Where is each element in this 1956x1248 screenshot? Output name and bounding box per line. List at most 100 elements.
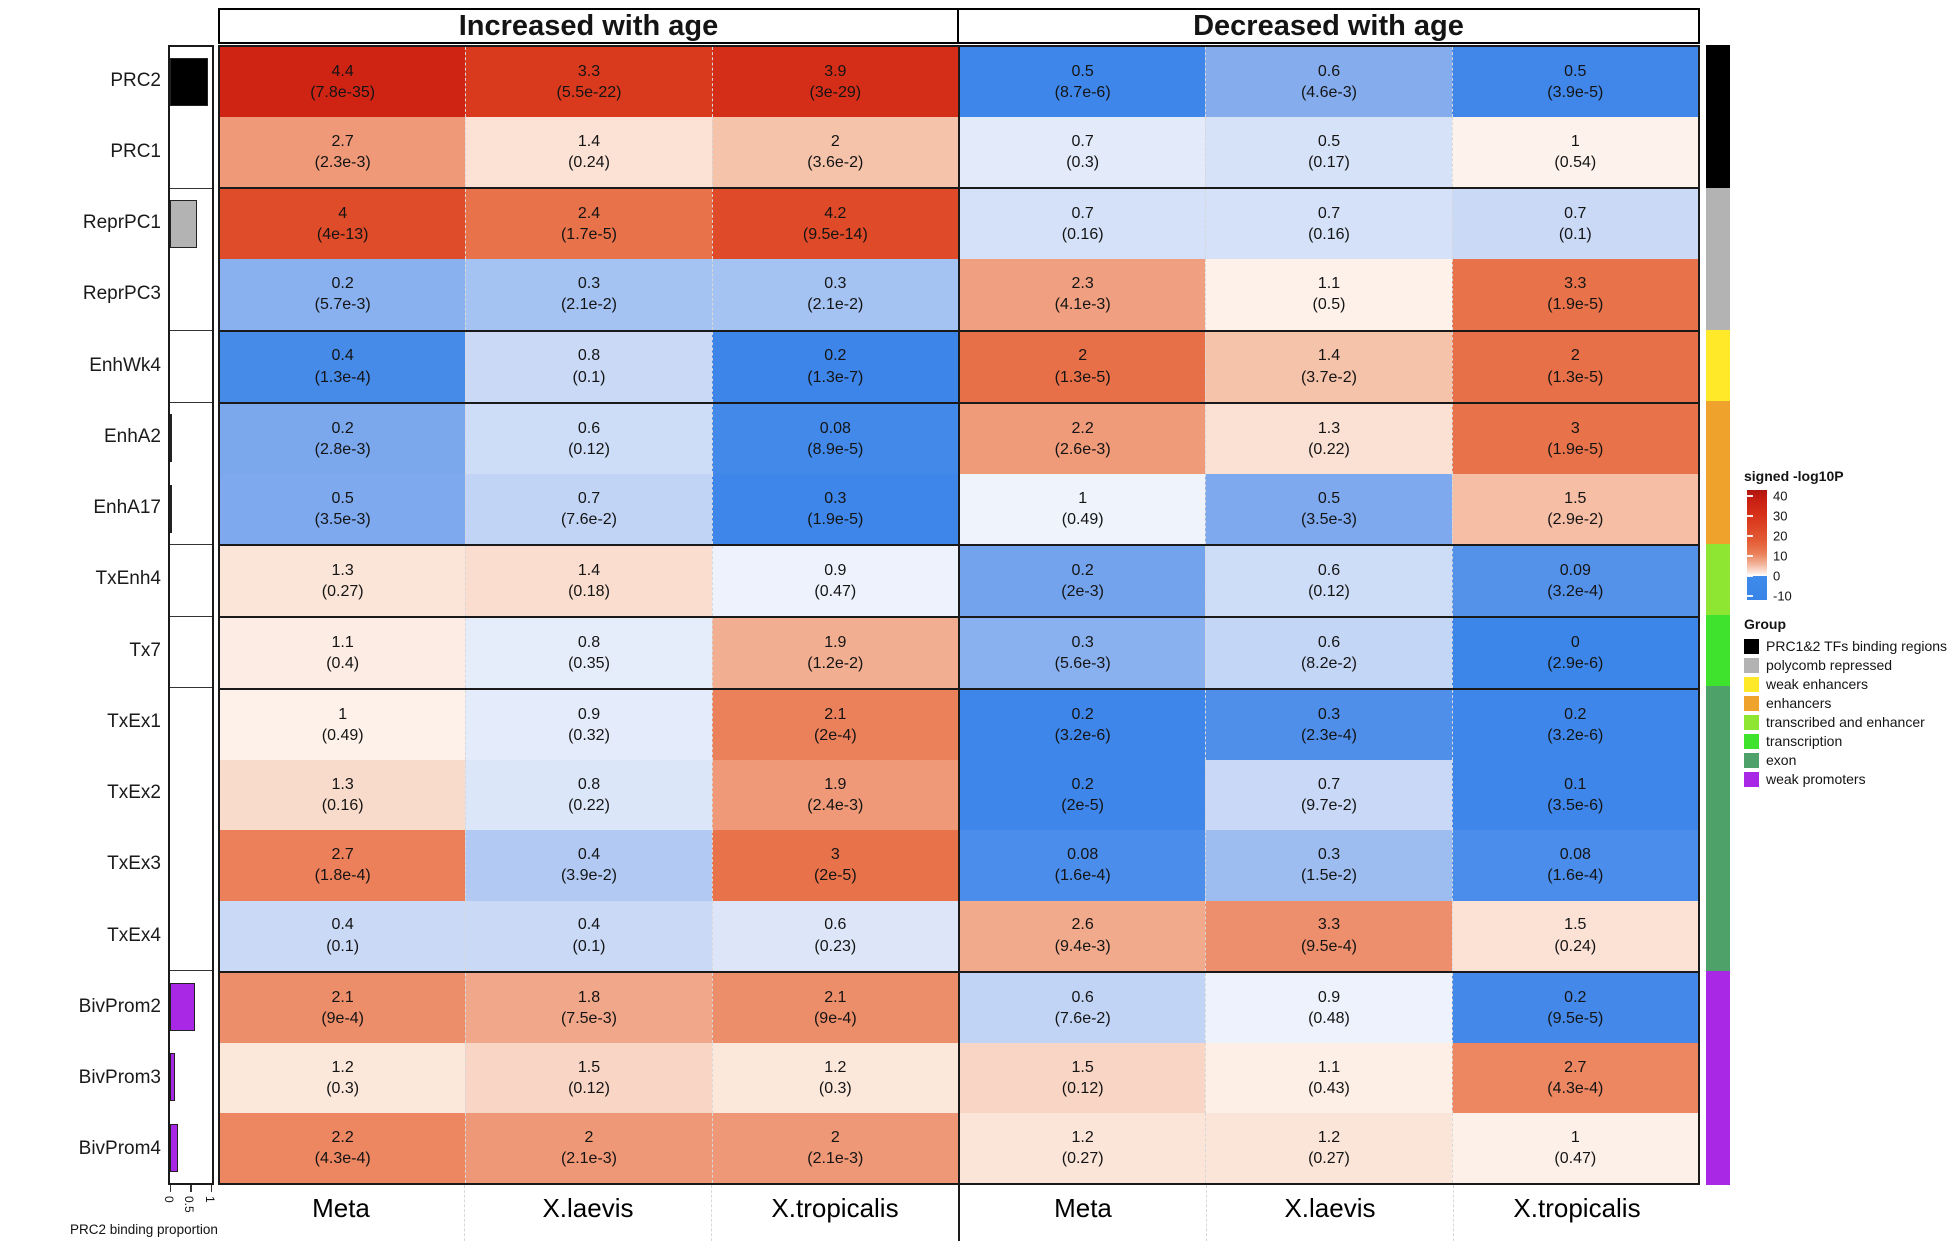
binding-proportion-bar [170, 414, 172, 463]
cell-fold-value: 2 [830, 133, 840, 151]
heatmap-cell: 0.8 (0.1) [465, 331, 712, 402]
cell-p-value: (7.5e-3) [560, 1009, 617, 1027]
cell-fold-value: 0 [1570, 633, 1580, 651]
cell-fold-value: 1.2 [1071, 1128, 1094, 1146]
binding-bar-row-EnhWk4 [170, 330, 212, 402]
binding-proportion-axis-label: PRC2 binding proportion [70, 1222, 218, 1237]
legend-group-label: weak enhancers [1766, 676, 1868, 692]
heatmap-cell: 0.7 (0.16) [957, 189, 1206, 260]
heatmap-cell: 2 (1.3e-5) [1451, 331, 1698, 402]
cell-fold-value: 1 [1570, 133, 1580, 151]
legend-group-label: polycomb repressed [1766, 657, 1893, 673]
cell-fold-value: 0.2 [331, 275, 354, 293]
cell-p-value: (5.6e-3) [1054, 655, 1111, 673]
axis-tick-mark [210, 1185, 212, 1192]
cell-fold-value: 0.5 [331, 489, 354, 507]
group-strip-segment-weak_prom [1706, 971, 1730, 1185]
cell-p-value: (3.9e-2) [560, 867, 617, 885]
heatmap-cell: 2.2 (4.3e-4) [220, 1112, 466, 1183]
binding-bar-row-EnhA2 [170, 401, 212, 474]
cell-p-value: (1.3e-5) [1547, 368, 1604, 386]
cell-p-value: (3.9e-5) [1547, 84, 1604, 102]
group-strip-segment-tx_enh [1706, 543, 1730, 615]
heatmap-cell: 0.3 (2.1e-2) [711, 259, 958, 330]
cell-fold-value: 0.7 [1071, 133, 1094, 151]
cell-p-value: (0.22) [568, 797, 610, 815]
cell-p-value: (1.5e-2) [1300, 867, 1357, 885]
cell-p-value: (3.5e-6) [1547, 797, 1604, 815]
cell-p-value: (4e-13) [316, 226, 369, 244]
cell-p-value: (0.3) [1066, 154, 1100, 172]
heatmap-cell: 0.5 (3.5e-3) [220, 473, 466, 544]
cell-p-value: (3.5e-3) [1300, 510, 1357, 528]
binding-bar-row-BivProm4 [170, 1112, 212, 1183]
cell-fold-value: 3.3 [1317, 916, 1341, 934]
row-label-TxEx4: TxEx4 [107, 924, 161, 946]
cell-fold-value: 0.09 [1559, 561, 1591, 579]
row-label-BivProm2: BivProm2 [78, 995, 161, 1017]
heatmap-cell: 0.2 (9.5e-5) [1451, 972, 1698, 1043]
heatmap-row-EnhWk4: 0.4 (1.3e-4) 0.8 (0.1) 0.2 (1.3e-7) 2 (1.3e-5) 1… [220, 329, 1698, 402]
cell-p-value: (2.1e-3) [807, 1149, 864, 1167]
binding-proportion-bar [170, 484, 172, 533]
heatmap-cell: 0.6 (0.12) [465, 403, 712, 474]
cell-p-value: (4.3e-4) [314, 1149, 371, 1167]
cell-fold-value: 0.3 [1317, 846, 1341, 864]
cell-p-value: (0.18) [568, 582, 610, 600]
colorbar-tick-label: 30 [1773, 508, 1788, 524]
cell-p-value: (3e-29) [809, 84, 862, 102]
cell-p-value: (3.2e-6) [1547, 727, 1604, 745]
cell-fold-value: 1 [1078, 489, 1088, 507]
heatmap-cell: 0.08 (1.6e-4) [1451, 830, 1698, 901]
binding-bar-row-BivProm2 [170, 970, 212, 1042]
legend-group-item: exon [1744, 752, 1947, 768]
cell-p-value: (3.5e-3) [314, 510, 371, 528]
cell-fold-value: 0.2 [1564, 706, 1587, 724]
heatmap-cell: 0.08 (1.6e-4) [957, 830, 1206, 901]
cell-fold-value: 0.3 [824, 275, 847, 293]
cell-fold-value: 2 [1570, 347, 1580, 365]
cell-p-value: (1.3e-5) [1054, 368, 1111, 386]
cell-fold-value: 3.3 [577, 62, 601, 80]
heatmap-cell: 3.3 (9.5e-4) [1205, 900, 1452, 971]
heatmap-cell: 2.4 (1.7e-5) [465, 189, 712, 260]
cell-p-value: (2e-5) [813, 867, 857, 885]
colorbar [1747, 490, 1767, 600]
cell-fold-value: 0.4 [331, 916, 354, 934]
heatmap-cell: 0.9 (0.47) [711, 545, 958, 616]
cell-fold-value: 1.9 [824, 776, 847, 794]
cell-p-value: (0.12) [568, 440, 610, 458]
cell-p-value: (0.16) [1308, 226, 1350, 244]
heatmap-cell: 1.5 (0.12) [465, 1042, 712, 1113]
heatmap-cell: 1.1 (0.5) [1205, 259, 1452, 330]
heatmap-cell: 2.7 (1.8e-4) [220, 830, 466, 901]
cell-fold-value: 0.6 [1317, 633, 1341, 651]
column-label-5: X.tropicalis [1453, 1185, 1700, 1241]
cell-fold-value: 0.4 [577, 846, 601, 864]
row-label-TxEx2: TxEx2 [107, 782, 161, 804]
cell-p-value: (1.9e-5) [1547, 440, 1604, 458]
heatmap-cell: 3.3 (5.5e-22) [465, 47, 712, 118]
cell-fold-value: 2.7 [331, 846, 354, 864]
heatmap-cell: 2.2 (2.6e-3) [957, 403, 1206, 474]
cell-p-value: (9e-4) [813, 1009, 857, 1027]
cell-p-value: (2.8e-3) [314, 440, 371, 458]
heatmap-cell: 2 (3.6e-2) [711, 117, 958, 188]
cell-fold-value: 1.2 [824, 1058, 847, 1076]
heatmap-cell: 2.1 (2e-4) [711, 690, 958, 761]
cell-fold-value: 3 [1570, 419, 1580, 437]
heatmap-cell: 0.3 (1.9e-5) [711, 473, 958, 544]
cell-fold-value: 0.4 [577, 916, 601, 934]
cell-p-value: (5.5e-22) [556, 84, 622, 102]
cell-fold-value: 1.5 [577, 1058, 601, 1076]
legend-group-item: enhancers [1744, 695, 1947, 711]
cell-p-value: (0.32) [568, 727, 610, 745]
cell-fold-value: 1 [338, 706, 348, 724]
cell-fold-value: 0.4 [331, 347, 354, 365]
cell-fold-value: 0.7 [577, 489, 601, 507]
cell-p-value: (2.4e-3) [807, 797, 864, 815]
heatmap-cell: 0.9 (0.48) [1205, 972, 1452, 1043]
cell-p-value: (2.1e-2) [560, 296, 617, 314]
binding-bar-row-TxEx4 [170, 900, 212, 971]
